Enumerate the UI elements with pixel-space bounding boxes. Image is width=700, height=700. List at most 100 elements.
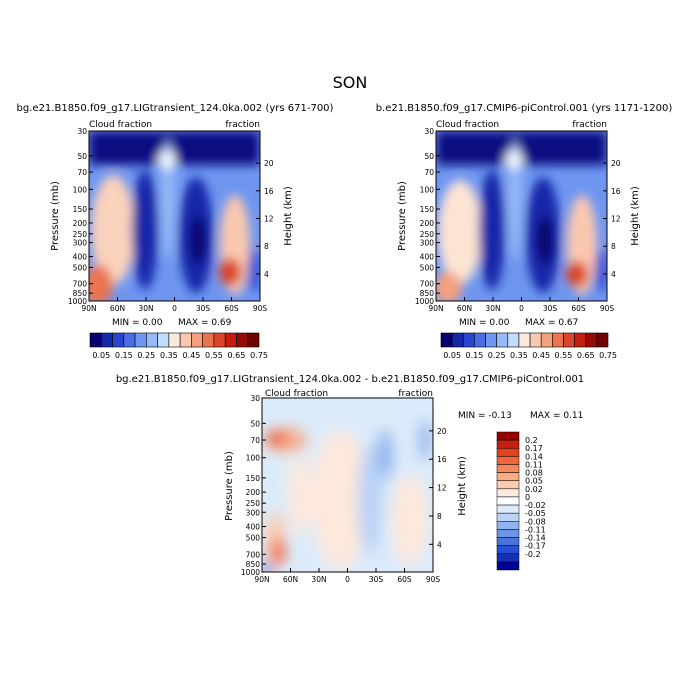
y-tick-label: 150 <box>246 474 261 483</box>
y-tick-label: 100 <box>246 454 261 463</box>
y-tick-label: 850 <box>73 289 88 298</box>
colorbar-label: -0.14 <box>525 534 546 543</box>
colorbar-label: 0.35 <box>510 351 528 360</box>
colorbar-swatch <box>518 332 531 348</box>
panel-3-max: MAX = 0.11 <box>530 411 583 421</box>
colorbar-label: 0.45 <box>182 351 200 360</box>
colorbar-swatch <box>440 332 453 348</box>
colorbar-label: 0.65 <box>228 351 246 360</box>
y-tick-label: 200 <box>420 219 435 228</box>
colorbar-swatch <box>496 553 520 563</box>
colorbar-label: -0.08 <box>525 517 546 526</box>
panel-3-colorbar: 0.20.170.140.110.080.050.020-0.02-0.05-0… <box>496 431 546 571</box>
colorbar-label: 0.2 <box>525 436 538 445</box>
panel-3-variable-left: Cloud fraction <box>265 389 328 399</box>
y-tick-label: 70 <box>77 168 87 177</box>
panel-2-max: MAX = 0.67 <box>525 318 578 328</box>
y-tick-label: 700 <box>246 550 261 559</box>
height-tick-label: 12 <box>264 215 274 224</box>
colorbar-label: 0.75 <box>599 351 617 360</box>
colorbar-label: 0.11 <box>525 460 543 469</box>
colorbar-label: -0.02 <box>525 501 546 510</box>
panel-3-title: bg.e21.B1850.f09_g17.LIGtransient_124.0k… <box>116 374 584 385</box>
y-tick-label: 400 <box>73 253 88 262</box>
colorbar-label: 0 <box>525 493 530 502</box>
y-tick-label: 200 <box>246 488 261 497</box>
y-tick-label: 300 <box>420 239 435 248</box>
panel-2-x-ticks: 90N 60N 30N 0 30S 60S 90S <box>428 297 614 313</box>
colorbar-label: -0.05 <box>525 509 546 518</box>
panel-1-max: MAX = 0.69 <box>178 318 232 328</box>
y-tick-label: 50 <box>424 152 434 161</box>
colorbar-label: 0.05 <box>92 351 110 360</box>
colorbar-swatch <box>168 332 181 348</box>
y-tick-label: 850 <box>420 289 435 298</box>
height-tick-label: 16 <box>264 187 274 196</box>
panel-3-ylabel-right: Height (km) <box>457 456 468 516</box>
panel-1: bg.e21.B1850.f09_g17.LIGtransient_124.0k… <box>17 103 334 360</box>
colorbar-label: 0.35 <box>160 351 178 360</box>
colorbar-swatch <box>462 332 475 348</box>
panel-2-min: MIN = 0.00 <box>459 318 510 328</box>
panel-3-ylabel: Pressure (mb) <box>224 451 235 521</box>
y-tick-label: 30 <box>424 127 434 136</box>
x-tick-label: 90S <box>600 304 615 313</box>
x-tick-label: 60N <box>283 575 298 584</box>
y-tick-label: 250 <box>420 230 435 239</box>
y-tick-label: 70 <box>424 168 434 177</box>
y-tick-label: 400 <box>420 253 435 262</box>
colorbar-label: 0.05 <box>443 351 461 360</box>
colorbar-label: 0.08 <box>525 469 543 478</box>
colorbar-swatch <box>100 332 113 348</box>
colorbar-swatch <box>574 332 587 348</box>
colorbar-swatch <box>496 431 520 441</box>
colorbar-swatch <box>146 332 158 348</box>
x-tick-label: 60N <box>110 304 125 313</box>
y-tick-label: 1000 <box>68 297 87 306</box>
y-tick-label: 500 <box>73 263 88 272</box>
colorbar-swatch <box>496 480 520 490</box>
panel-2-height-ticks: 20 16 12 8 4 <box>603 159 621 279</box>
colorbar-label: -0.11 <box>525 525 546 534</box>
colorbar-label: 0.25 <box>488 351 506 360</box>
x-tick-label: 0 <box>345 575 350 584</box>
colorbar-swatch <box>89 332 102 348</box>
height-tick-label: 8 <box>264 242 269 251</box>
y-tick-label: 70 <box>250 436 260 445</box>
colorbar-label: 0.55 <box>555 351 573 360</box>
panel-2-ylabel: Pressure (mb) <box>397 181 408 251</box>
panel-3-heatmap <box>262 398 433 572</box>
y-tick-label: 250 <box>73 230 88 239</box>
colorbar-label: 0.17 <box>525 444 543 453</box>
colorbar-swatch <box>485 332 497 348</box>
height-tick-label: 8 <box>611 242 616 251</box>
y-tick-label: 850 <box>246 560 261 569</box>
panel-1-variable-left: Cloud fraction <box>89 120 152 130</box>
y-tick-label: 100 <box>420 185 435 194</box>
y-tick-label: 1000 <box>415 297 434 306</box>
colorbar-swatch <box>596 332 609 348</box>
colorbar-label: 0.15 <box>115 351 133 360</box>
height-tick-label: 8 <box>437 512 442 521</box>
height-tick-label: 20 <box>611 159 621 168</box>
height-tick-label: 4 <box>264 270 269 279</box>
panel-3: bg.e21.B1850.f09_g17.LIGtransient_124.0k… <box>116 374 584 584</box>
colorbar-swatch <box>496 545 520 555</box>
panel-2-title: b.e21.B1850.f09_g17.CMIP6-piControl.001 … <box>376 103 673 114</box>
colorbar-label: 0.65 <box>577 351 595 360</box>
height-tick-label: 4 <box>611 270 616 279</box>
x-tick-label: 30S <box>543 304 558 313</box>
colorbar-swatch <box>224 332 237 348</box>
x-tick-label: 90N <box>428 304 443 313</box>
panel-1-variable-right: fraction <box>225 120 260 130</box>
colorbar-label: 0.25 <box>137 351 155 360</box>
y-tick-label: 30 <box>77 127 87 136</box>
y-tick-label: 400 <box>246 523 261 532</box>
colorbar-label: 0.02 <box>525 485 543 494</box>
x-tick-label: 30N <box>485 304 500 313</box>
y-tick-label: 50 <box>77 152 87 161</box>
panel-1-ylabel: Pressure (mb) <box>50 181 61 251</box>
x-tick-label: 60S <box>397 575 412 584</box>
